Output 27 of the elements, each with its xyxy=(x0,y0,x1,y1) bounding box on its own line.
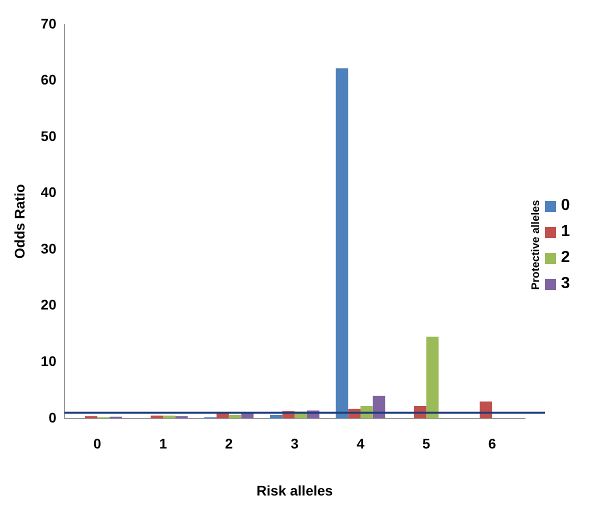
y-tick-label: 40 xyxy=(40,184,57,200)
bar xyxy=(426,336,439,418)
x-tick-label: 4 xyxy=(356,436,365,452)
legend-title: Protective alleles xyxy=(530,200,542,290)
x-tick-label: 3 xyxy=(290,436,299,452)
x-tick-label: 5 xyxy=(422,436,430,452)
x-tick-label: 6 xyxy=(488,436,496,452)
x-axis-title: Risk alleles xyxy=(256,482,334,498)
legend-label: 1 xyxy=(561,223,570,241)
legend-label: 0 xyxy=(561,197,570,215)
y-tick-label: 50 xyxy=(40,128,57,144)
y-tick-label: 70 xyxy=(40,15,57,32)
x-tick-label: 1 xyxy=(159,436,168,452)
bar xyxy=(270,415,282,418)
y-tick-label: 0 xyxy=(48,409,57,426)
x-tick-label: 0 xyxy=(93,436,102,452)
y-tick-label: 20 xyxy=(40,296,57,313)
y-tick-label: 60 xyxy=(40,72,57,88)
y-axis-title: Odds Ratio xyxy=(11,184,28,259)
bar xyxy=(150,416,164,418)
bar xyxy=(163,416,176,418)
legend-label: 2 xyxy=(561,249,570,267)
y-tick-label: 30 xyxy=(40,240,57,256)
legend-label: 3 xyxy=(561,275,570,293)
bar xyxy=(336,68,348,418)
y-tick-label: 10 xyxy=(40,352,57,369)
x-tick-label: 2 xyxy=(224,436,233,452)
